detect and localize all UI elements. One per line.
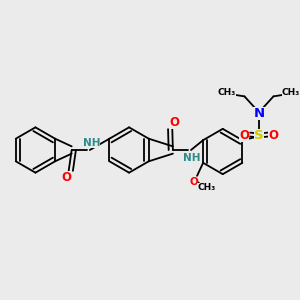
Text: O: O	[169, 116, 179, 129]
Text: O: O	[239, 128, 250, 142]
Text: CH₃: CH₃	[218, 88, 236, 97]
Text: NH: NH	[183, 153, 201, 163]
Text: S: S	[254, 129, 264, 142]
Text: CH₃: CH₃	[197, 182, 216, 191]
Text: O: O	[190, 178, 198, 188]
Text: O: O	[61, 171, 71, 184]
Text: O: O	[268, 128, 278, 142]
Text: NH: NH	[83, 138, 101, 148]
Text: N: N	[254, 107, 265, 120]
Text: CH₃: CH₃	[282, 88, 300, 97]
